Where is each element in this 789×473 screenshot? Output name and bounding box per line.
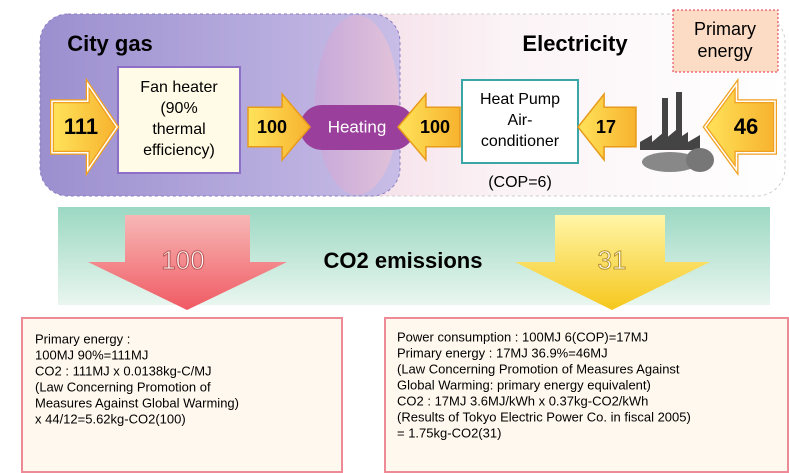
label: efficiency) xyxy=(143,142,215,159)
note-line: Measures Against Global Warming) xyxy=(35,395,239,410)
label: City gas xyxy=(67,31,153,56)
label: energy xyxy=(697,41,752,61)
note-line: x 44/12=5.62kg-CO2(100) xyxy=(35,411,186,426)
note-line: CO2 : 17MJ 3.6MJ/kWh x 0.37kg-CO2/kWh xyxy=(397,393,648,408)
note-line: CO2 : 111MJ x 0.0138kg-C/MJ xyxy=(35,363,212,378)
note-line: (Results of Tokyo Electric Power Co. in … xyxy=(397,409,691,424)
label: Fan heater xyxy=(140,79,218,96)
note-line: Global Warming: primary energy equivalen… xyxy=(397,377,651,392)
note-line: 100MJ 90%=111MJ xyxy=(35,347,148,362)
label: conditioner xyxy=(481,133,560,150)
note-line: (Law Concerning Promotion of Measures Ag… xyxy=(397,361,680,376)
label: Primary xyxy=(694,19,756,39)
label: Heat Pump xyxy=(480,91,560,108)
label: thermal xyxy=(152,121,205,138)
label: 111 xyxy=(64,114,98,139)
label: CO2 emissions xyxy=(324,248,483,273)
label: 31 xyxy=(598,245,627,275)
label: 100 xyxy=(420,117,450,137)
label: Heating xyxy=(328,117,387,136)
note-line: (Law Concerning Promotion of xyxy=(35,379,211,394)
label: 46 xyxy=(734,114,758,139)
label: (COP=6) xyxy=(488,174,552,191)
label: Air- xyxy=(508,112,533,129)
label: (90% xyxy=(160,100,197,117)
label: 100 xyxy=(161,245,204,275)
label: 100 xyxy=(257,117,287,137)
note-line: = 1.75kg-CO2(31) xyxy=(397,425,501,440)
note-line: Primary energy : xyxy=(35,331,130,346)
label: Electricity xyxy=(522,31,628,56)
note-line: Power consumption : 100MJ 6(COP)=17MJ xyxy=(397,329,648,344)
note-line: Primary energy : 17MJ 36.9%=46MJ xyxy=(397,345,608,360)
diagram: City gas Electricity Primaryenergy 111 Fan h… xyxy=(0,0,789,473)
label: 17 xyxy=(596,117,616,137)
